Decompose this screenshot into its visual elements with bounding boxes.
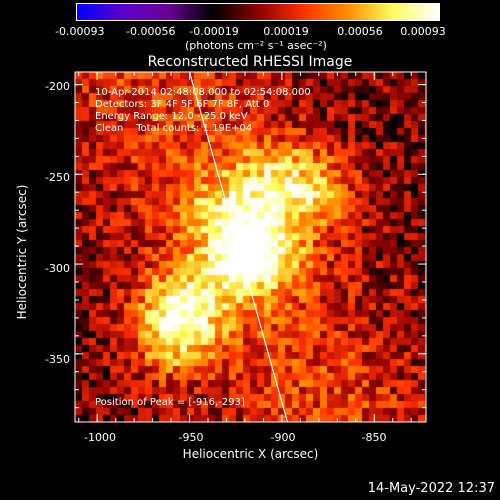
heatmap-image <box>75 72 426 422</box>
y-tick-label: -300 <box>45 262 70 275</box>
plot-frame-border <box>74 71 427 423</box>
colorbar-tick-label: -0.00056 <box>126 25 176 38</box>
x-tick-label: -1000 <box>84 431 116 444</box>
y-tick-label: -250 <box>45 171 70 184</box>
y-axis-label: Heliocentric Y (arcsec) <box>15 184 29 320</box>
colorbar-tick-label: 0.00019 <box>263 25 309 38</box>
x-axis-label: Heliocentric X (arcsec) <box>182 447 319 461</box>
colorbar-tick-label: -0.00019 <box>189 25 239 38</box>
colorbar-tick-label: -0.00093 <box>55 25 105 38</box>
solar-limb-line <box>188 71 289 423</box>
plot-area <box>75 72 426 422</box>
footer-timestamp: 14-May-2022 12:37 <box>367 481 495 496</box>
x-tick-label: -900 <box>270 431 296 444</box>
colorbar-tick-label: 0.00056 <box>337 25 383 38</box>
colorbar-unit-label: (photons cm⁻² s⁻¹ asec⁻²) <box>185 39 327 52</box>
plot-axes <box>74 71 427 423</box>
colorbar <box>76 3 440 21</box>
time-range-text: 10-Apr-2014 02:48:08.000 to 02:54:08.000 <box>95 87 311 98</box>
y-tick-label: -350 <box>45 353 70 366</box>
detectors-text: Detectors: 3F 4F 5F 6F 7F 8F, Att 0 <box>95 99 270 110</box>
x-tick-label: -850 <box>361 431 387 444</box>
plot-title: Reconstructed RHESSI Image <box>147 54 353 70</box>
colorbar-tick-label: 0.00093 <box>400 25 446 38</box>
y-tick-label: -200 <box>45 80 70 93</box>
x-tick-label: -950 <box>178 431 204 444</box>
clean-counts-text: Clean Total counts: 1.19E+04 <box>95 123 253 134</box>
peak-position-text: Position of Peak = [-916,-293] <box>95 397 245 408</box>
energy-range-text: Energy Range: 12.0 - 25.0 keV <box>95 111 248 122</box>
colorbar-gradient <box>77 4 439 20</box>
